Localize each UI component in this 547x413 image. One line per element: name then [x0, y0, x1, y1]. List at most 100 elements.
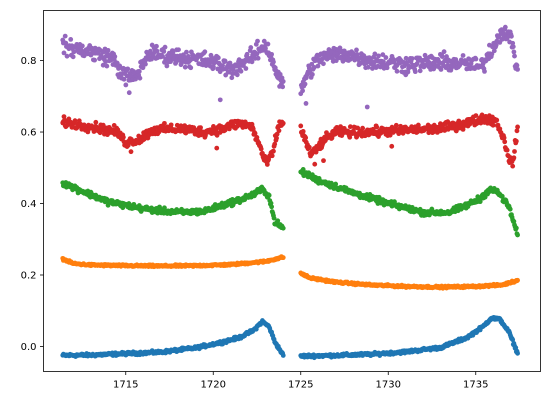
- data-point: [333, 58, 339, 64]
- data-point: [511, 155, 517, 161]
- data-point: [188, 65, 194, 71]
- data-point: [417, 68, 423, 74]
- data-point: [176, 47, 181, 53]
- x-tick-label: 1725: [288, 380, 313, 391]
- outlier-point: [364, 104, 370, 110]
- data-point: [249, 59, 255, 65]
- data-point: [277, 71, 283, 77]
- data-point: [72, 118, 78, 124]
- data-point: [143, 61, 148, 67]
- data-point: [117, 63, 123, 69]
- data-point: [252, 131, 258, 136]
- data-point: [384, 65, 390, 71]
- outliers-2: [128, 143, 395, 167]
- data-point: [274, 135, 279, 141]
- data-point: [380, 52, 386, 58]
- outlier-point: [389, 143, 395, 149]
- data-point: [504, 147, 510, 153]
- data-point: [254, 51, 260, 57]
- data-point: [161, 49, 167, 54]
- y-axis: 0.0 0.2 0.4 0.6 0.8: [21, 56, 44, 353]
- data-point: [272, 141, 278, 147]
- data-point: [250, 126, 256, 132]
- series-5: [60, 24, 520, 97]
- data-point: [100, 62, 106, 68]
- x-tick-label: 1735: [463, 380, 488, 391]
- data-point: [263, 46, 268, 51]
- data-point: [383, 55, 389, 60]
- data-point: [464, 61, 470, 67]
- data-point: [164, 63, 170, 69]
- data-point: [280, 79, 286, 84]
- data-point: [162, 44, 168, 50]
- data-point: [214, 132, 220, 138]
- data-point: [482, 68, 487, 74]
- data-point: [120, 134, 126, 140]
- x-tick-label: 1730: [376, 380, 401, 391]
- series-1: [60, 315, 520, 361]
- data-point: [123, 82, 129, 88]
- data-point: [514, 128, 520, 134]
- outlier-point: [217, 97, 223, 103]
- data-point: [502, 24, 508, 30]
- data-point: [409, 56, 415, 61]
- data-point: [79, 43, 85, 49]
- data-point: [303, 135, 309, 141]
- y-tick-label: 0.6: [21, 128, 37, 139]
- data-point: [511, 49, 517, 55]
- data-point: [93, 119, 99, 125]
- x-axis: 1715 1720 1725 1730 1735: [113, 371, 488, 391]
- data-point: [71, 49, 77, 55]
- data-point: [154, 43, 159, 49]
- data-point: [515, 350, 520, 356]
- data-point: [269, 153, 275, 159]
- data-point: [347, 134, 353, 140]
- data-point: [271, 215, 277, 221]
- data-point: [515, 124, 520, 130]
- data-point: [104, 63, 110, 69]
- data-point: [300, 88, 305, 94]
- data-point: [168, 122, 174, 128]
- data-point: [269, 204, 275, 210]
- data-point: [513, 138, 519, 144]
- data-point: [300, 129, 306, 134]
- data-point: [501, 135, 507, 141]
- outlier-point: [126, 90, 132, 96]
- y-tick-label: 0.0: [21, 342, 37, 353]
- data-point: [354, 47, 359, 53]
- data-point: [248, 45, 254, 50]
- data-point: [512, 53, 517, 59]
- data-point: [280, 120, 286, 126]
- data-point: [489, 51, 495, 57]
- data-point: [360, 125, 366, 131]
- data-point: [507, 206, 513, 212]
- data-point: [271, 59, 276, 65]
- data-point: [280, 353, 286, 358]
- data-point: [513, 225, 519, 231]
- data-point: [298, 123, 304, 129]
- data-point: [70, 54, 76, 60]
- data-point: [340, 58, 346, 64]
- data-point: [376, 53, 381, 59]
- data-point: [374, 124, 380, 130]
- data-point: [255, 38, 260, 44]
- data-point: [198, 125, 203, 130]
- data-point: [184, 49, 189, 55]
- data-point: [229, 75, 235, 81]
- data-point: [136, 69, 142, 74]
- data-point: [313, 149, 319, 155]
- data-point: [306, 144, 312, 150]
- outliers-1: [126, 68, 409, 110]
- data-point: [439, 54, 445, 59]
- data-point: [266, 192, 272, 198]
- data-point: [372, 51, 378, 57]
- data-point: [438, 67, 444, 72]
- data-point: [460, 53, 466, 58]
- data-point: [515, 66, 520, 72]
- data-point: [215, 55, 221, 61]
- data-point: [243, 66, 249, 71]
- data-point: [105, 47, 111, 53]
- outlier-point: [128, 149, 134, 155]
- data-point: [387, 132, 393, 138]
